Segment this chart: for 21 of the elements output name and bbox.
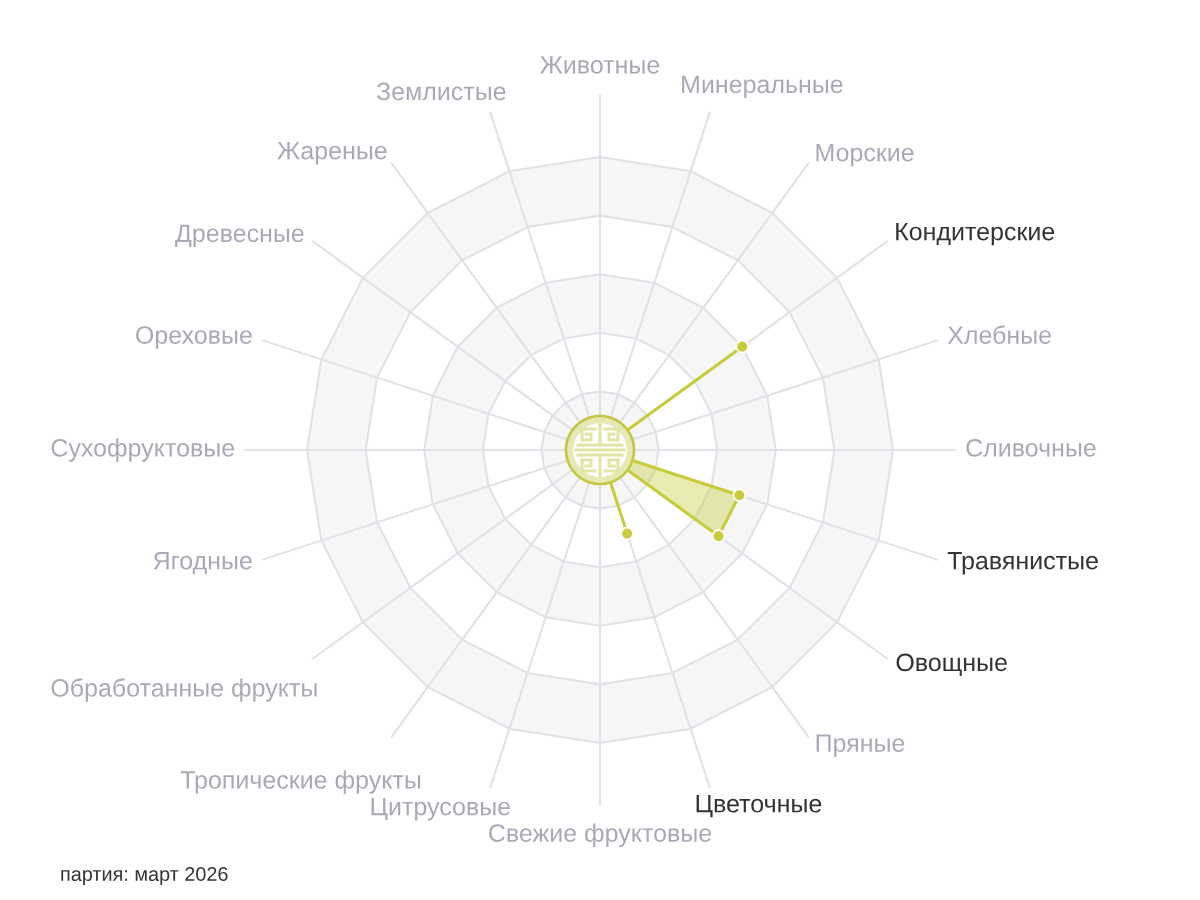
spoke-label: Цветочные [696, 795, 822, 818]
spoke-label: Овощные [896, 653, 1007, 676]
spoke-label: Травянистые [947, 552, 1098, 575]
spoke-label: Сухофруктовые [51, 438, 235, 462]
spoke-label: Животные [540, 56, 660, 74]
spoke-label: Древесные [175, 224, 304, 248]
spoke-label: Ягодные [153, 552, 252, 575]
spoke-label: Хлебные [947, 325, 1051, 344]
spoke-label: Кондитерские [896, 222, 1055, 246]
spoke-label: Ореховые [136, 326, 252, 349]
spoke-label: Землистые [376, 82, 506, 101]
spoke-label: Обработанные фрукты [51, 678, 317, 702]
spoke-label: Пряные [816, 734, 905, 757]
spoke-label: Тропические фрукты [180, 770, 421, 794]
spoke-label: Морские [816, 143, 914, 167]
text: партия: март 2026 [61, 866, 228, 885]
spoke-label: Цитрусовые [371, 797, 510, 821]
spoke-label: Жареные [277, 141, 387, 165]
spoke-label: Сливочные [966, 439, 1096, 457]
spoke-label: Свежие фруктовые [489, 823, 712, 847]
spoke-label: Минеральные [682, 75, 843, 99]
